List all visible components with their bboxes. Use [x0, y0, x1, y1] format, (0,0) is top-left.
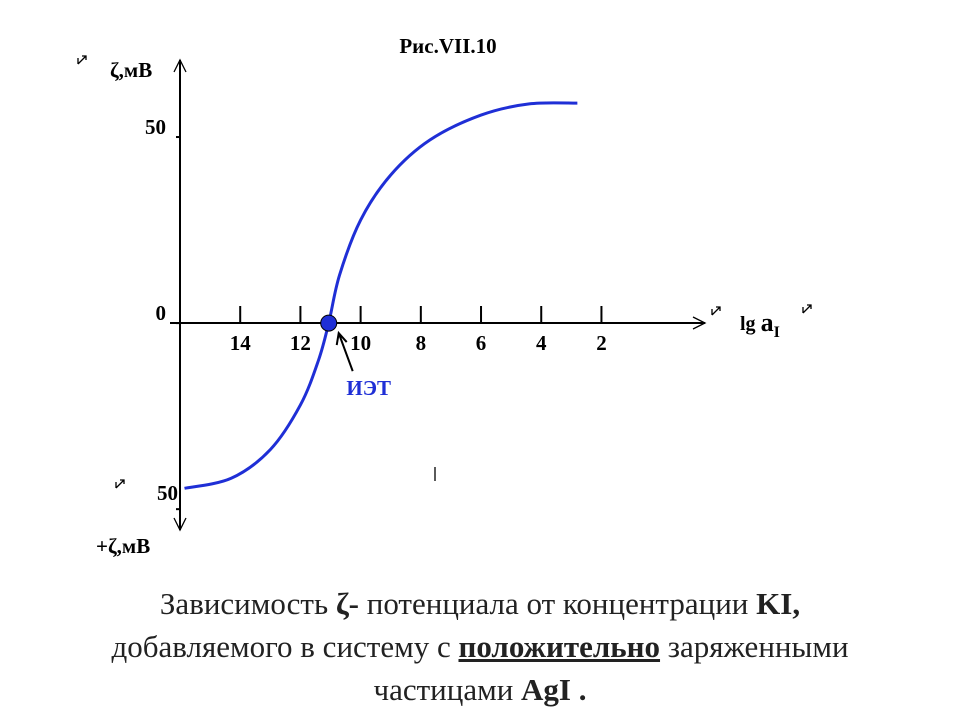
caption: Зависимость ζ- потенциала от концентраци… [0, 582, 960, 711]
caption-text: ζ- [335, 586, 359, 621]
y-axis-label: ζ,мВ [110, 58, 152, 82]
y-axis-label-bottom: +ζ,мВ [96, 534, 150, 558]
caption-text: положительно [458, 629, 661, 664]
x-tick-label: 2 [596, 331, 607, 355]
x-tick-label: 12 [290, 331, 311, 355]
caption-line: частицами AgI . [0, 668, 960, 711]
caption-text: заряженными [660, 629, 849, 664]
x-axis-arrow [692, 316, 707, 330]
caption-text: частицами [373, 672, 522, 707]
caption-text: потенциала от концентрации [359, 586, 757, 621]
x-label-sub: I [774, 324, 780, 341]
y-axis-arrows [173, 58, 187, 532]
caption-line: Зависимость ζ- потенциала от концентраци… [0, 582, 960, 625]
caption-text: Зависимость [159, 586, 336, 621]
x-tick-label: 4 [536, 331, 547, 355]
caption-text: KI, [756, 586, 801, 621]
x-axis-label: lg aI [740, 308, 780, 341]
glyph-marks [77, 55, 812, 489]
chart-title: Рис.VII.10 [399, 34, 496, 58]
caption-line: добавляемого в систему с положительно за… [0, 625, 960, 668]
iep-point [320, 314, 338, 332]
x-tick-label: 8 [416, 331, 427, 355]
x-tick-label: 6 [476, 331, 487, 355]
x-label-prefix: lg [740, 313, 756, 335]
annotation-arrow [335, 330, 354, 372]
y-tick-label: 50 [157, 481, 178, 505]
y-tick-label: 0 [156, 301, 167, 325]
annotation-label: ИЭТ [346, 376, 391, 400]
y-tick-label: 50 [145, 115, 166, 139]
chart: Рис.VII.10 ζ,мВ +ζ,мВ lg aI 14 12 10 8 6 4 2 50 0… [77, 34, 812, 558]
x-tick-label: 10 [350, 331, 371, 355]
caption-text: добавляемого в систему с [111, 629, 459, 664]
x-tick-label: 14 [230, 331, 252, 355]
x-label-main: a [761, 308, 774, 337]
curve [184, 101, 578, 490]
caption-text: AgI . [521, 672, 587, 707]
